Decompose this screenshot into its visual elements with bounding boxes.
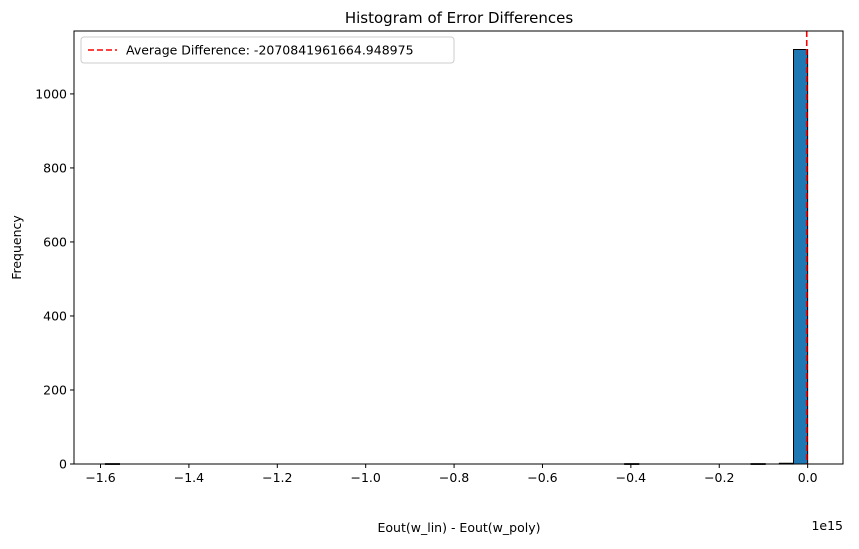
y-tick-label: 0 [59,457,67,472]
x-tick-label: −0.6 [527,470,557,485]
y-tick-label: 800 [43,160,67,175]
legend-box [80,36,455,64]
legend-mean-line-label: Average Difference: -2070841961664.94897… [126,43,414,58]
y-tick-label: 400 [43,308,67,323]
y-axis-label: Frequency [9,215,24,280]
histogram-bar [793,49,809,465]
x-tick-label: −0.4 [616,470,646,485]
legend: Average Difference: -2070841961664.94897… [80,36,455,64]
y-tick-label: 600 [43,234,67,249]
x-tick-label: −1.0 [351,470,381,485]
x-tick-label: −1.4 [174,470,204,485]
y-tick-label: 1000 [35,86,67,101]
x-tick-label: 0.0 [798,470,818,485]
plot-frame [73,30,844,465]
x-tick-label: −0.2 [704,470,734,485]
x-tick-label: −1.6 [85,470,115,485]
x-axis-label: Eout(w_lin) - Eout(w_poly) [378,520,541,535]
chart-title: Histogram of Error Differences [345,9,573,27]
bars-layer [104,49,809,465]
x-axis-ticks: −1.6 −1.4 −1.2 −1.0 −0.8 −0.6 −0.4 −0.2 0.0 [85,464,818,485]
x-tick-label: −1.2 [262,470,292,485]
y-axis-ticks: 0 200 400 600 800 1000 [35,86,74,472]
y-tick-label: 200 [43,382,67,397]
x-axis-offset-label: 1e15 [811,518,843,533]
x-tick-label: −0.8 [439,470,469,485]
